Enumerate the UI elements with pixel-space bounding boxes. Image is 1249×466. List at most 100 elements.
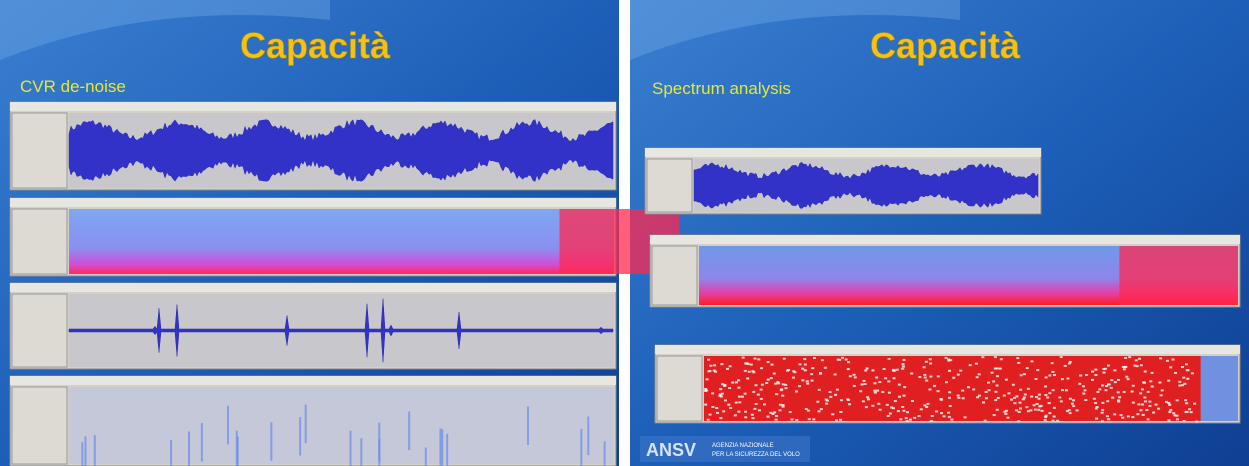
spectrogram-speck xyxy=(1030,396,1033,398)
spectrogram-speck xyxy=(913,417,916,419)
spectrogram-speck xyxy=(1106,415,1109,417)
spectrogram-speck xyxy=(708,370,711,372)
spectrogram-speck xyxy=(1139,392,1142,394)
spectrogram-speck xyxy=(1160,394,1163,396)
spectrogram-speck xyxy=(1122,366,1125,368)
spectrogram-speck xyxy=(854,376,857,378)
spectrogram-speck xyxy=(773,373,776,375)
spectrogram-line xyxy=(378,438,380,466)
spectrogram-line xyxy=(425,448,427,466)
spectrogram-speck xyxy=(1082,393,1085,395)
spectrogram-speck xyxy=(1041,410,1044,412)
spectrogram-speck xyxy=(996,385,999,387)
spectrogram-speck xyxy=(1065,389,1068,391)
spectrogram-speck xyxy=(1095,418,1098,420)
spectrogram-speck xyxy=(798,385,801,387)
spectrogram-speck xyxy=(999,368,1002,370)
spectrogram-speck xyxy=(801,379,804,381)
spectrogram-speck xyxy=(783,358,786,360)
spectrogram-speck xyxy=(1142,414,1145,416)
spectrogram-speck xyxy=(752,417,755,419)
spectrogram-speck xyxy=(795,419,798,421)
spectrogram-speck xyxy=(1051,420,1054,422)
spectrogram-speck xyxy=(727,404,730,406)
spectrogram-speck xyxy=(866,396,869,398)
spectrogram-speck xyxy=(985,397,988,399)
spectrogram-speck xyxy=(793,371,796,373)
spectrogram-speck xyxy=(1046,396,1049,398)
spectrogram-speck xyxy=(947,360,950,362)
spectrogram-speck xyxy=(820,408,823,410)
spectrogram-speck xyxy=(791,419,794,421)
spectrogram-speck xyxy=(789,411,792,413)
spectrogram-speck xyxy=(704,404,707,406)
spectrogram-speck xyxy=(742,357,745,359)
spectrogram-speck xyxy=(887,415,890,417)
spectrogram-speck xyxy=(1003,395,1006,397)
spectrogram-speck xyxy=(721,393,724,395)
spectrogram-speck xyxy=(760,398,763,400)
spectrogram-speck xyxy=(1085,374,1088,376)
spectrogram-speck xyxy=(1044,385,1047,387)
spectrogram-speck xyxy=(765,382,768,384)
spectrogram-speck xyxy=(805,408,808,410)
spectrogram-speck xyxy=(901,406,904,408)
spectrogram-speck xyxy=(1038,405,1041,407)
spectrogram-speck xyxy=(947,412,950,414)
spectrogram-speck xyxy=(1176,399,1179,401)
spectrogram-speck xyxy=(1101,409,1104,411)
spectrogram-speck xyxy=(996,409,999,411)
spectrogram-speck xyxy=(1024,393,1027,395)
spectrogram-speck xyxy=(1106,400,1109,402)
spectrogram-speck xyxy=(1104,389,1107,391)
spectrogram-speck xyxy=(925,361,928,363)
spectrogram-speck xyxy=(1166,360,1169,362)
spectrogram-speck xyxy=(846,398,849,400)
spectrogram-speck xyxy=(1187,369,1190,371)
spectrogram-speck xyxy=(819,372,822,374)
spectrogram-speck xyxy=(892,369,895,371)
spectrogram-speck xyxy=(865,406,868,408)
track-controls xyxy=(12,387,67,464)
spectrogram-speck xyxy=(981,356,984,358)
spectrogram-speck xyxy=(713,370,716,372)
spectrogram-speck xyxy=(903,359,906,361)
spectrogram-speck xyxy=(1071,403,1074,405)
spectrogram-speck xyxy=(994,399,997,401)
spectrogram-speck xyxy=(801,368,804,370)
spectrogram-speck xyxy=(1034,409,1037,411)
spectrogram-speck xyxy=(1152,412,1155,414)
spectrogram-speck xyxy=(1082,385,1085,387)
spectrogram-line xyxy=(604,441,606,466)
spectrogram-speck xyxy=(1061,378,1064,380)
spectrogram-speck xyxy=(1148,401,1151,403)
spectrogram-speck xyxy=(781,395,784,397)
time-ruler xyxy=(645,148,1041,157)
spectrogram-speck xyxy=(1084,399,1087,401)
spectrogram-speck xyxy=(940,412,943,414)
spectrogram-speck xyxy=(834,394,837,396)
spectrogram-speck xyxy=(744,393,747,395)
spectrogram-speck xyxy=(1147,391,1150,393)
spectrogram-speck xyxy=(875,377,878,379)
spectrogram-speck xyxy=(1016,357,1019,359)
spectrogram-speck xyxy=(744,416,747,418)
spectrogram-speck xyxy=(876,390,879,392)
spectrogram-speck xyxy=(1068,409,1071,411)
spectrogram-line xyxy=(236,431,238,466)
spectrogram-speck xyxy=(1131,391,1134,393)
spectrogram-speck xyxy=(987,382,990,384)
spectrogram-speck xyxy=(1132,385,1135,387)
spectrogram-speck xyxy=(969,364,972,366)
spectrogram-speck xyxy=(709,365,712,367)
spectrogram-speck xyxy=(984,420,987,422)
spectrogram-speck xyxy=(930,420,933,422)
spectrogram-speck xyxy=(884,377,887,379)
spectrogram-speck xyxy=(1110,379,1113,381)
spectrogram-speck xyxy=(928,388,931,390)
spectrogram-speck xyxy=(1035,378,1038,380)
spectrogram-speck xyxy=(976,376,979,378)
spectrogram-speck xyxy=(808,418,811,420)
spectrogram-speck xyxy=(929,376,932,378)
slide-subtitle: CVR de-noise xyxy=(20,77,126,96)
